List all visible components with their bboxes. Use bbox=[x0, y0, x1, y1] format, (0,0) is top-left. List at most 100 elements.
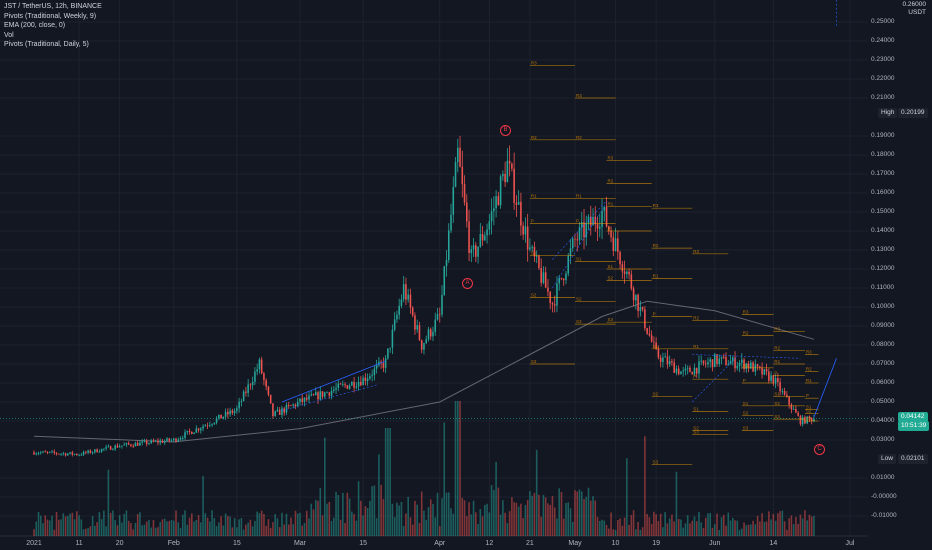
volume-bar bbox=[484, 504, 486, 536]
volume-bar bbox=[447, 492, 450, 536]
volume-bar bbox=[475, 512, 477, 536]
candle-body bbox=[571, 238, 574, 249]
volume-bar bbox=[348, 498, 351, 536]
candle-body bbox=[517, 201, 520, 205]
candle-body bbox=[610, 230, 612, 238]
volume-bar bbox=[711, 527, 714, 536]
candle-body bbox=[229, 410, 231, 415]
candle-body bbox=[547, 287, 549, 292]
candle-body bbox=[353, 381, 355, 388]
volume-bar bbox=[353, 514, 355, 536]
volume-bar bbox=[427, 507, 430, 536]
volume-bar bbox=[720, 517, 723, 536]
volume-bar bbox=[317, 500, 319, 536]
price-axis[interactable]: 0.25000 0.24000 0.23000 0.22000 0.21000 0.190… bbox=[868, 0, 932, 550]
candle-body bbox=[720, 356, 723, 359]
pivot-label: S2 bbox=[774, 401, 780, 406]
volume-bar bbox=[39, 515, 42, 536]
volume-bar bbox=[184, 510, 186, 536]
y-tick-label: 0.11000 bbox=[871, 284, 895, 291]
candle-body bbox=[400, 299, 403, 306]
currency-code: USDT bbox=[908, 9, 926, 16]
volume-bar bbox=[675, 471, 678, 536]
wave-c-marker[interactable]: C bbox=[814, 444, 825, 455]
candle-body bbox=[134, 443, 137, 447]
candle-body bbox=[729, 361, 732, 365]
candle-body bbox=[725, 356, 727, 366]
candle-body bbox=[409, 294, 412, 308]
candle-body bbox=[535, 255, 538, 257]
wave-a-marker[interactable]: A bbox=[462, 278, 473, 289]
pivot-label: S2 bbox=[653, 391, 659, 396]
candle-body bbox=[227, 411, 229, 415]
volume-bar bbox=[562, 518, 565, 536]
y-tick-label: 0.13000 bbox=[871, 246, 895, 253]
candle-body bbox=[274, 411, 276, 417]
candle-body bbox=[644, 309, 646, 329]
candle-body bbox=[265, 380, 267, 387]
candle-body bbox=[806, 416, 808, 424]
volume-bar bbox=[813, 515, 815, 536]
volume-bar bbox=[689, 523, 691, 536]
candle-body bbox=[504, 173, 506, 183]
volume-bar bbox=[549, 504, 551, 536]
candle-body bbox=[222, 416, 225, 419]
candle-body bbox=[671, 361, 673, 363]
candle-body bbox=[450, 214, 452, 231]
volume-bar bbox=[202, 475, 204, 536]
volume-bar bbox=[790, 515, 793, 536]
volume-bar bbox=[707, 513, 709, 536]
pivot-label: R1 bbox=[774, 359, 780, 364]
candle-body bbox=[287, 405, 290, 406]
volume-bar bbox=[136, 514, 139, 536]
candle-body bbox=[389, 347, 391, 349]
y-tick-label: 0.07000 bbox=[871, 360, 895, 367]
volume-bar bbox=[82, 529, 85, 536]
candle-body bbox=[795, 408, 797, 413]
volume-bar bbox=[121, 522, 123, 536]
volume-bar bbox=[429, 499, 432, 536]
candle-body bbox=[589, 216, 592, 226]
candle-body bbox=[445, 260, 448, 267]
volume-bar bbox=[231, 527, 234, 536]
y-tick-label: 0.16000 bbox=[871, 189, 895, 196]
volume-bar bbox=[193, 521, 195, 536]
candle-body bbox=[526, 226, 529, 250]
volume-bar bbox=[725, 525, 727, 536]
volume-bar bbox=[263, 514, 265, 536]
volume-bar bbox=[222, 525, 225, 536]
x-tick-label: Mar bbox=[293, 540, 307, 547]
candle-body bbox=[339, 383, 342, 385]
volume-bar bbox=[713, 524, 716, 536]
candle-body bbox=[768, 371, 770, 381]
price-chart[interactable]: R3R2R1PS1S2S3R3R2R1PS1S2S3R3R2R1PS1S2S3R… bbox=[0, 0, 868, 550]
legend-ema[interactable]: EMA (200, close, 0) bbox=[4, 22, 66, 29]
legend-weekly-pivots[interactable]: Pivots (Traditional, Weekly, 9) bbox=[4, 12, 97, 20]
volume-bar bbox=[578, 489, 581, 536]
candle-body bbox=[152, 440, 155, 442]
volume-bar bbox=[702, 528, 705, 536]
candle-body bbox=[540, 268, 542, 283]
candle-body bbox=[159, 440, 162, 443]
wave-b-marker[interactable]: B bbox=[500, 125, 511, 136]
volume-bar bbox=[544, 497, 547, 536]
candle-body bbox=[39, 452, 42, 454]
volume-bar bbox=[154, 527, 157, 536]
volume-bar bbox=[538, 494, 540, 536]
volume-bar bbox=[398, 505, 400, 536]
candle-body bbox=[576, 239, 579, 241]
candle-body bbox=[163, 440, 166, 443]
volume-bar bbox=[461, 497, 464, 536]
candle-body bbox=[569, 248, 572, 257]
candle-body bbox=[515, 202, 518, 205]
candle-body bbox=[675, 368, 678, 373]
candle-body bbox=[495, 196, 497, 209]
volume-bar bbox=[89, 526, 92, 536]
candle-body bbox=[454, 162, 457, 187]
volume-bar bbox=[251, 526, 254, 536]
legend-symbol[interactable]: JST / TetherUS, 12h, BINANCE bbox=[4, 3, 102, 10]
legend-vol[interactable]: Vol bbox=[4, 31, 14, 39]
candle-body bbox=[342, 384, 344, 386]
volume-bar bbox=[533, 492, 536, 536]
legend-daily-pivots[interactable]: Pivots (Traditional, Daily, 5) bbox=[4, 41, 89, 48]
